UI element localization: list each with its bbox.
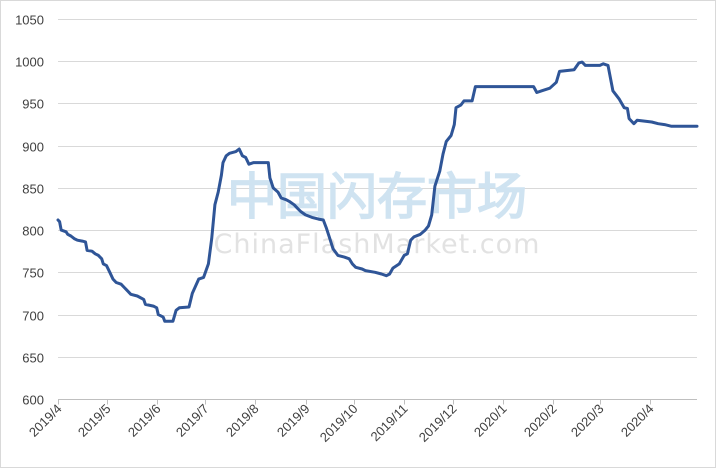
y-tick-label: 850 — [22, 182, 44, 197]
x-tick-label: 2019/11 — [367, 401, 410, 444]
y-tick-labels: 600 650 700 750 800 850 900 950 1000 1050 — [15, 13, 44, 408]
x-tick-label: 2020/1 — [471, 401, 510, 440]
y-tick-label: 600 — [22, 393, 44, 408]
watermark-cn-text: 中国闪存市场 — [227, 168, 527, 226]
x-tick-labels: 2019/4 2019/5 2019/6 2019/7 2019/8 2019/9 2019… — [26, 401, 657, 445]
x-tick-label: 2019/7 — [173, 401, 212, 440]
series-line-0 — [56, 60, 699, 323]
y-tick-label: 700 — [22, 309, 44, 324]
x-tick-label: 2019/6 — [125, 401, 164, 440]
series-layer — [56, 60, 699, 323]
x-tick-label: 2019/5 — [75, 401, 114, 440]
y-tick-label: 950 — [22, 97, 44, 112]
watermark-en-text: ChinaFlashMarket.com — [214, 229, 541, 260]
gridlines — [58, 19, 697, 358]
x-tick-label: 2020/4 — [618, 401, 657, 440]
x-tick-label: 2019/12 — [416, 401, 460, 445]
watermark: 中国闪存市场 ChinaFlashMarket.com — [214, 168, 541, 260]
axes — [58, 399, 697, 405]
y-tick-label: 750 — [22, 266, 44, 281]
x-tick-label: 2020/3 — [568, 401, 607, 440]
x-tick-label: 2019/9 — [274, 401, 313, 440]
x-tick-label: 2020/2 — [521, 401, 560, 440]
y-tick-label: 650 — [22, 351, 44, 366]
y-tick-label: 900 — [22, 140, 44, 155]
y-tick-label: 800 — [22, 224, 44, 239]
y-tick-label: 1000 — [15, 55, 44, 70]
y-tick-label: 1050 — [15, 13, 44, 28]
x-tick-label: 2019/10 — [317, 401, 361, 445]
x-tick-label: 2019/8 — [223, 401, 262, 440]
